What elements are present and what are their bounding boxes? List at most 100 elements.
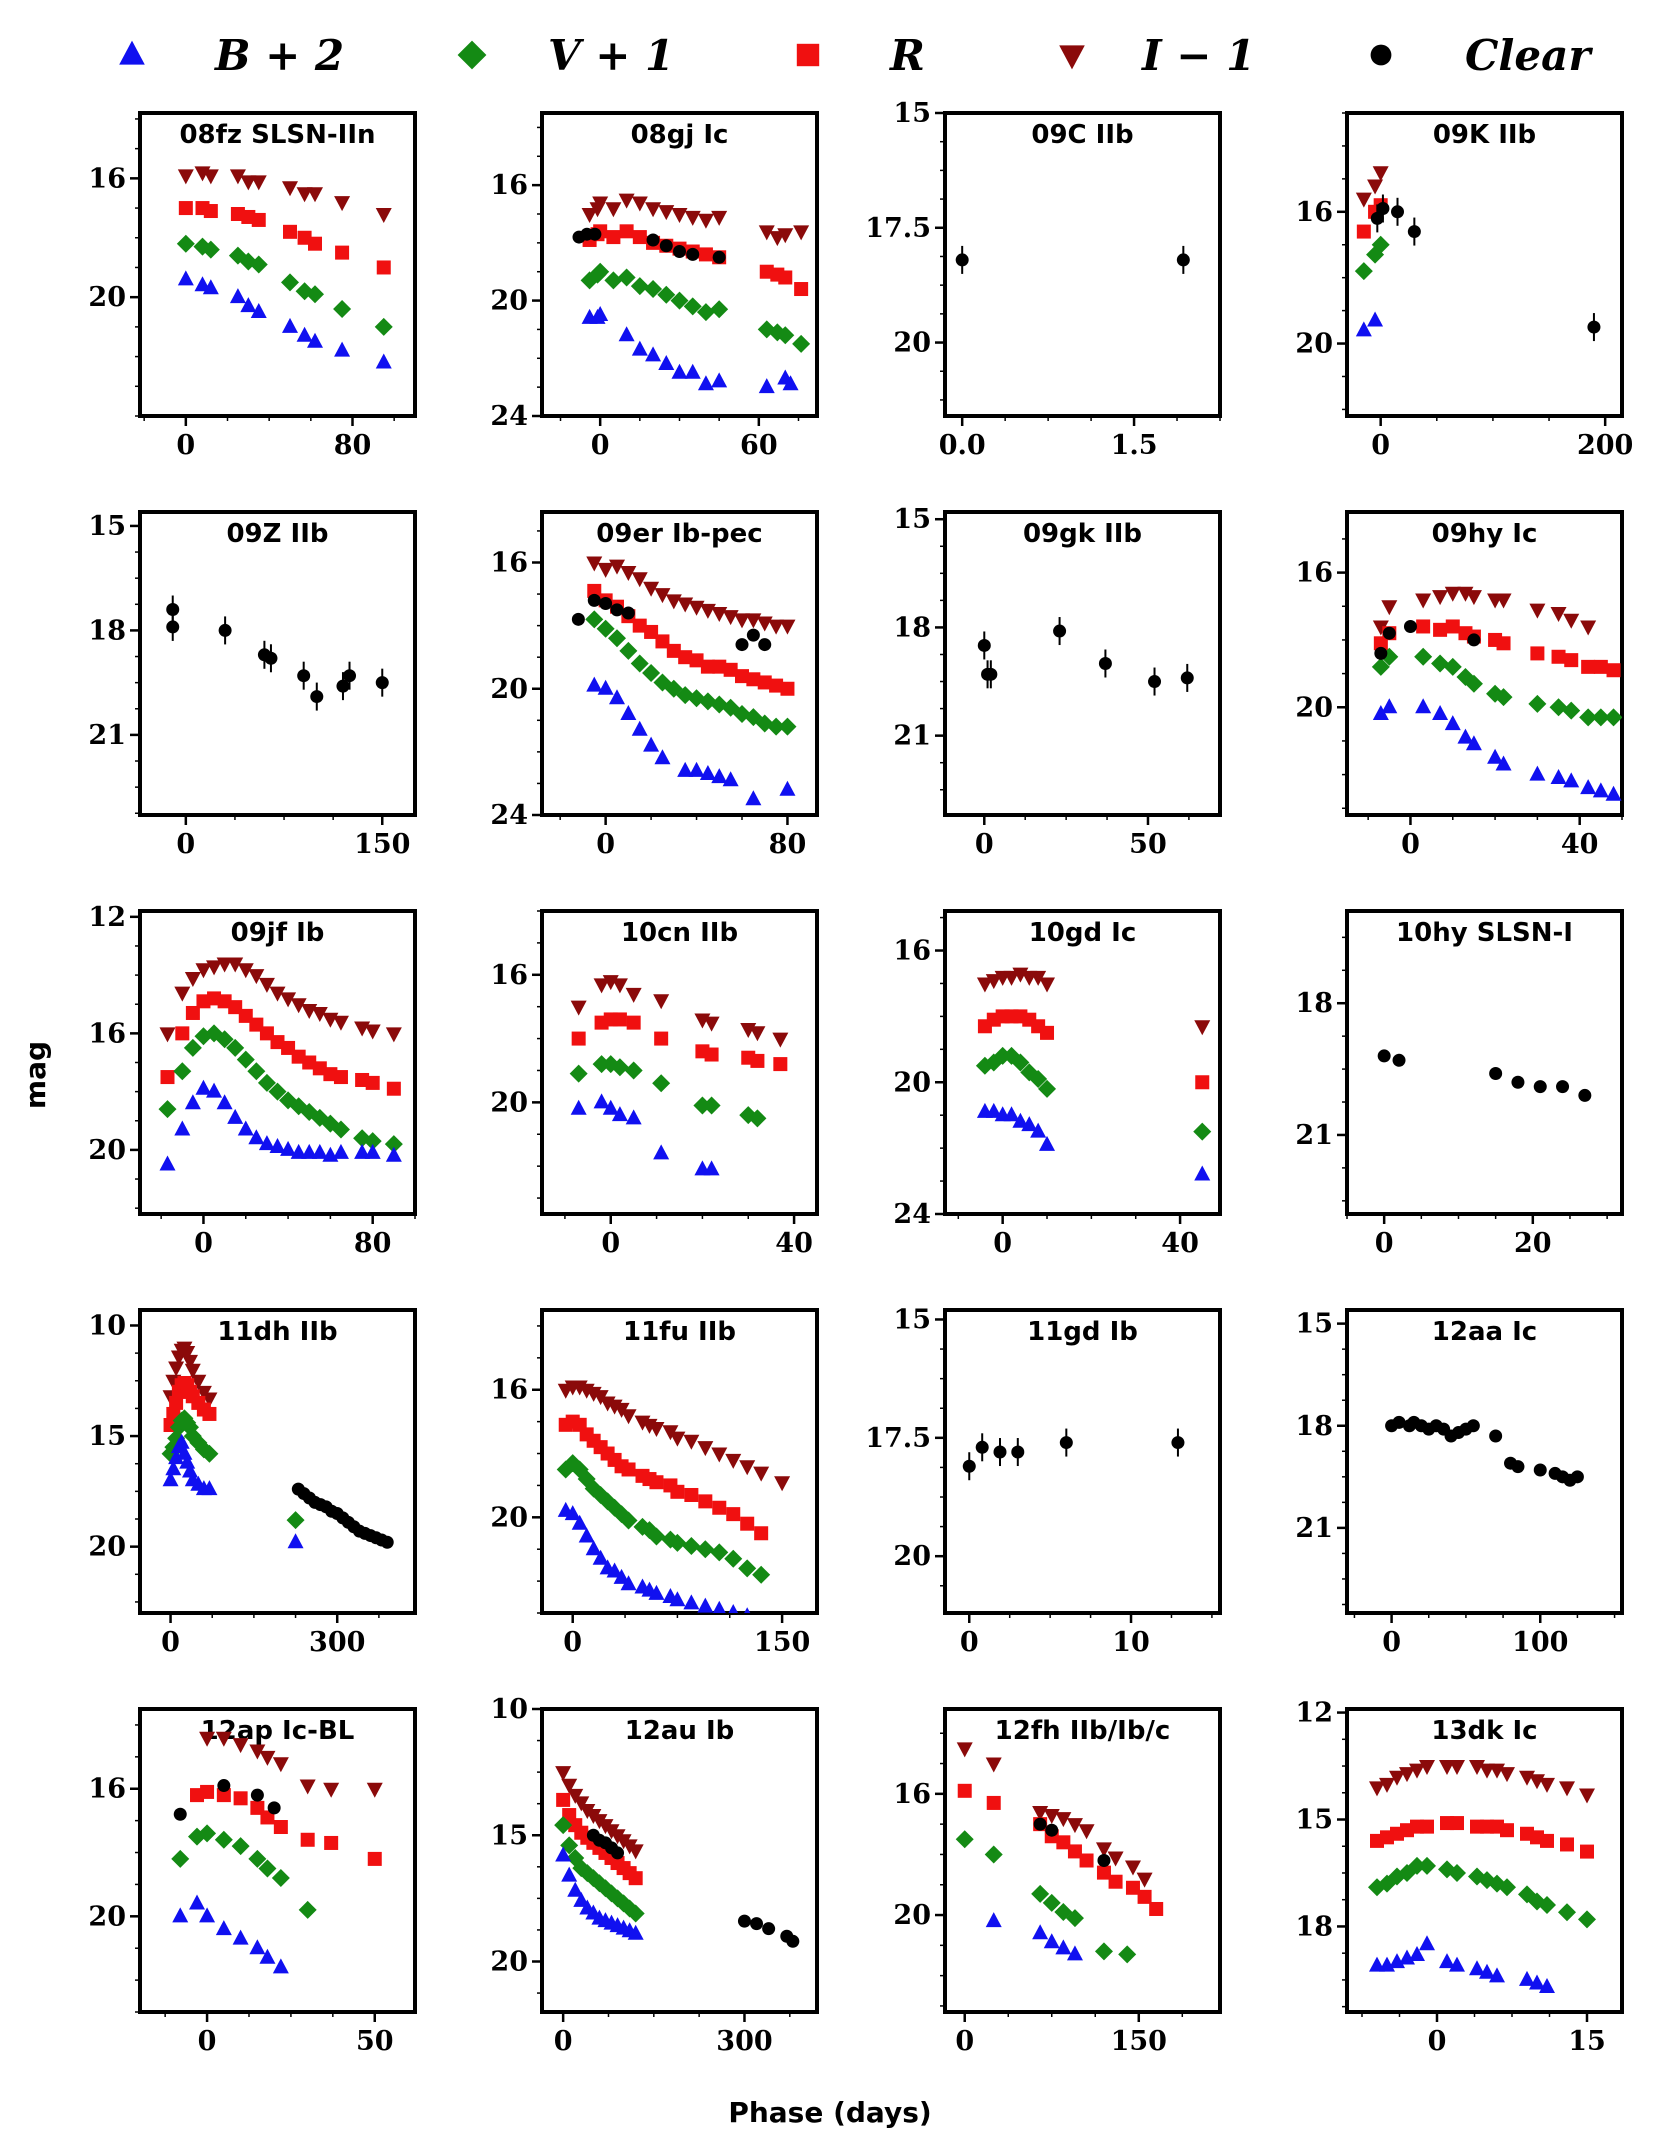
point-I (570, 1000, 587, 1016)
point-B (159, 1155, 176, 1171)
point-I (182, 1354, 198, 1370)
point-V (696, 1540, 715, 1559)
panel-title: 08fz SLSN-IIn (179, 120, 375, 150)
y-tick-label: 15 (1295, 1805, 1333, 1836)
panel-data (569, 975, 789, 1176)
point-V (591, 262, 610, 281)
point-B (985, 1102, 1002, 1118)
y-tick-label: 16 (490, 960, 528, 991)
point-V (778, 717, 797, 736)
point-I (654, 588, 671, 604)
point-C (166, 620, 180, 634)
panel-title: 09Z IIb (226, 519, 328, 549)
point-V (1193, 1122, 1212, 1141)
point-C (1045, 1823, 1059, 1837)
point-B (385, 1146, 402, 1162)
point-I (1124, 1860, 1141, 1876)
panel-frame (1345, 1707, 1624, 2014)
point-R (655, 634, 670, 649)
point-B (779, 780, 796, 796)
point-B (555, 1846, 572, 1862)
panel-frame (943, 1308, 1222, 1615)
point-I (272, 1757, 289, 1773)
point-B (269, 1137, 286, 1153)
point-I (745, 613, 762, 629)
y-tick-label: 20 (88, 282, 126, 313)
point-I (643, 581, 660, 597)
point-I (248, 969, 265, 985)
point-C (1556, 1080, 1570, 1094)
panel-frame (540, 909, 819, 1216)
point-R (1079, 1853, 1094, 1868)
legend-label-C: Clear (1465, 31, 1593, 80)
point-V (1494, 688, 1513, 707)
point-V (738, 1559, 757, 1578)
x-tick-label: 80 (769, 829, 807, 860)
panel-frame (943, 909, 1222, 1216)
y-tick-label: 16 (893, 1779, 931, 1810)
point-I (1194, 1020, 1211, 1036)
point-B (697, 375, 714, 391)
point-I (734, 613, 750, 629)
point-B (1032, 1924, 1049, 1940)
point-R (185, 1005, 200, 1020)
point-I (1039, 977, 1056, 993)
point-R (1580, 1844, 1594, 1859)
point-R (746, 672, 761, 687)
point-V (173, 1062, 192, 1081)
point-V (569, 1064, 588, 1083)
point-R (216, 1788, 231, 1803)
point-R (957, 1783, 972, 1798)
point-V (710, 300, 729, 319)
point-I (688, 600, 705, 616)
point-V (1443, 657, 1462, 676)
point-V (1371, 657, 1390, 676)
panel-frame (540, 1707, 819, 2014)
point-B (645, 346, 662, 362)
point-R (1593, 659, 1608, 674)
point-I (364, 1024, 381, 1040)
panel-frame (138, 111, 417, 418)
point-B (722, 771, 739, 787)
panel-12aa: 0 100 15 18 21 12aa Ic (1295, 1308, 1624, 1658)
point-V (596, 619, 615, 638)
point-B (258, 1135, 275, 1151)
point-B (216, 1094, 233, 1110)
point-B (1489, 1967, 1505, 1983)
x-tick-label: 0 (176, 829, 195, 860)
panel-data (1368, 1760, 1596, 1994)
point-I (1563, 613, 1580, 629)
point-B (215, 1920, 232, 1936)
point-R (365, 1075, 380, 1090)
point-B (229, 288, 246, 304)
point-R (1530, 646, 1545, 661)
point-I (199, 1731, 216, 1747)
panel-10cn: 0 40 16 20 10cn IIb (490, 909, 819, 1259)
point-B (697, 1597, 714, 1613)
point-B (189, 1894, 206, 1910)
point-V (257, 1073, 276, 1092)
point-I (592, 196, 609, 212)
point-I (1367, 179, 1384, 195)
panel-title: 10hy SLSN-I (1396, 918, 1573, 948)
point-C (712, 250, 726, 264)
point-B (1444, 715, 1461, 731)
y-tick-label: 18 (88, 615, 126, 646)
point-B (259, 1948, 276, 1964)
point-B (643, 736, 660, 752)
point-C (380, 1535, 394, 1549)
point-R (735, 669, 749, 684)
point-V (384, 1135, 403, 1154)
point-C (267, 1801, 281, 1815)
point-R (300, 1832, 315, 1847)
y-tick-label: 21 (1295, 1513, 1333, 1544)
y-tick-label: 15 (490, 1820, 528, 1851)
point-R (1564, 653, 1579, 668)
point-I (311, 1006, 328, 1022)
point-C (1148, 675, 1162, 689)
point-I (985, 974, 1002, 990)
point-C (1011, 1445, 1025, 1459)
legend-marker-B (119, 40, 145, 65)
point-V (281, 273, 299, 292)
point-I (1409, 1763, 1425, 1779)
